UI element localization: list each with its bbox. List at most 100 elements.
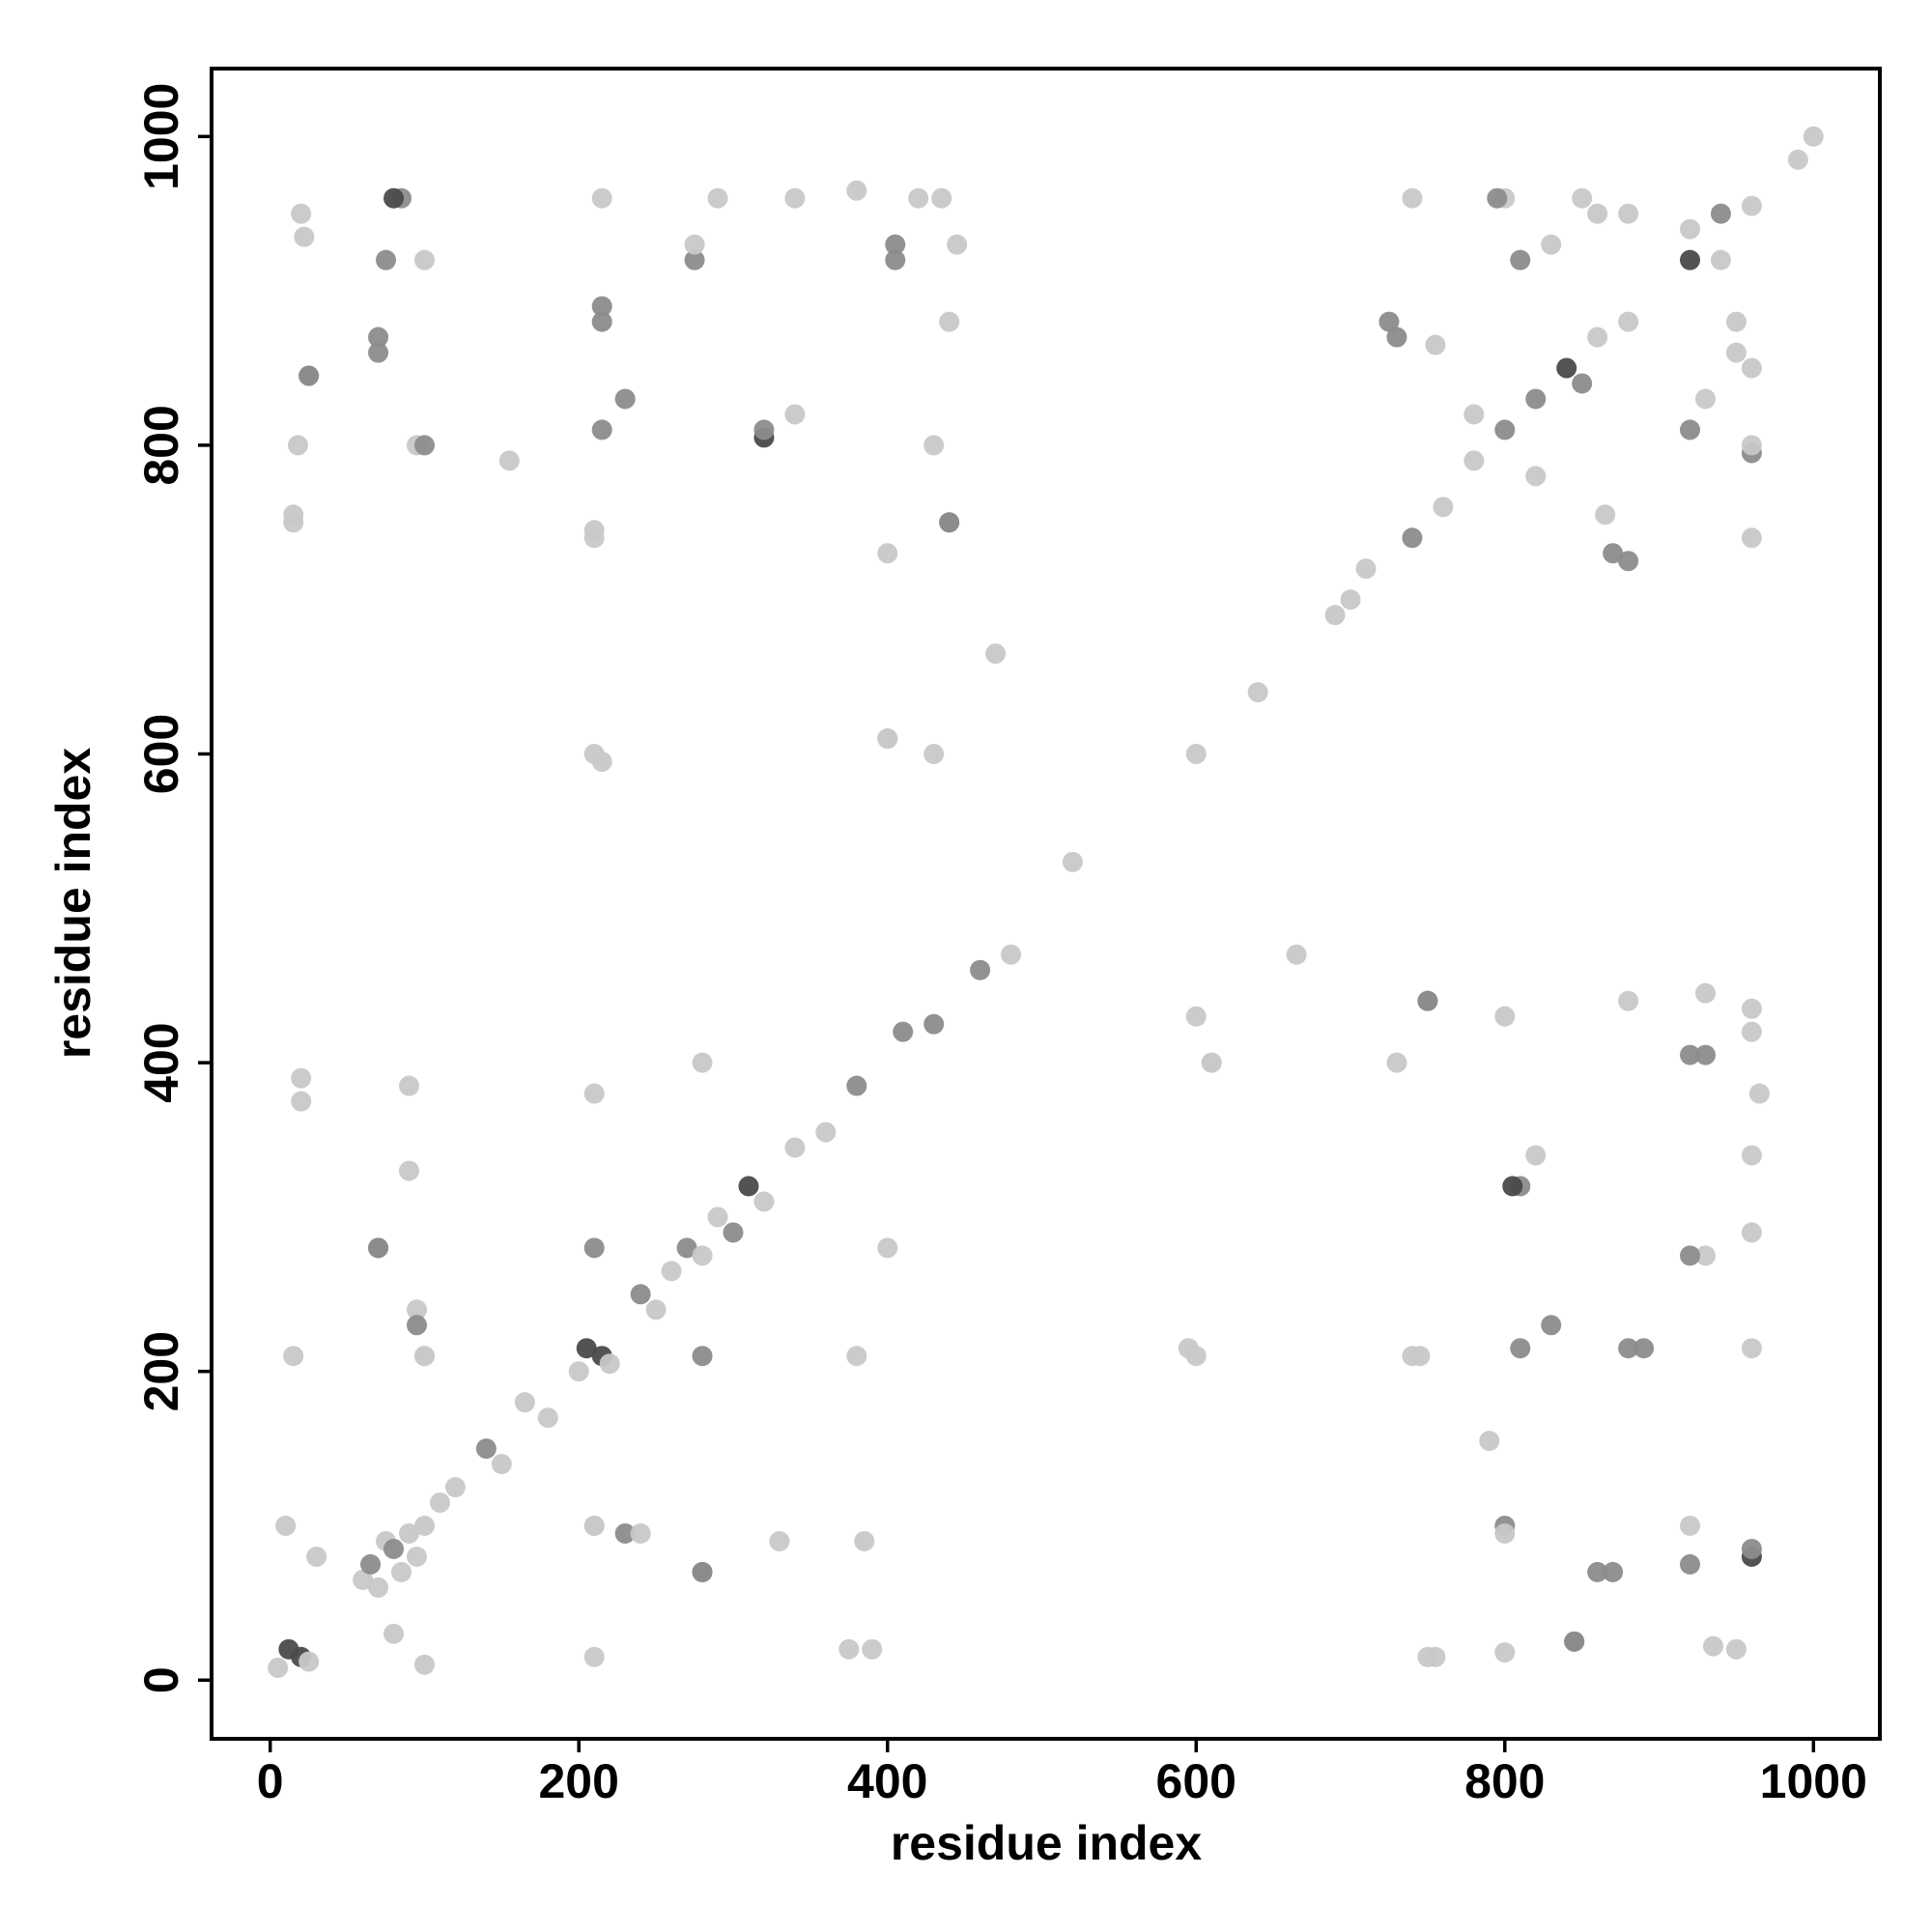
point	[1694, 1245, 1716, 1266]
point	[1679, 218, 1700, 240]
point	[429, 1492, 450, 1514]
point	[753, 1191, 775, 1212]
point	[537, 1407, 558, 1429]
point	[1725, 342, 1747, 363]
point	[1679, 1515, 1700, 1536]
point	[877, 1237, 898, 1259]
point	[684, 249, 705, 270]
point	[1564, 1631, 1585, 1652]
point	[738, 1176, 759, 1197]
point	[1587, 1561, 1608, 1582]
point	[1378, 311, 1400, 332]
point	[1741, 1145, 1762, 1166]
point	[1062, 851, 1083, 872]
point	[291, 203, 312, 224]
point	[854, 1530, 875, 1551]
x-tick-label: 1000	[1760, 1754, 1867, 1808]
y-tick-label: 1000	[134, 83, 188, 190]
point	[1618, 1338, 1639, 1359]
point	[1741, 1222, 1762, 1243]
point	[1787, 149, 1808, 170]
point	[406, 1315, 427, 1336]
point	[475, 1438, 497, 1460]
point	[1572, 373, 1593, 394]
point	[1694, 388, 1716, 410]
point	[1679, 249, 1700, 270]
point	[692, 1052, 713, 1073]
point	[583, 527, 605, 549]
point	[931, 187, 952, 209]
point	[815, 1122, 837, 1143]
point	[599, 1353, 620, 1375]
point	[384, 1538, 405, 1559]
point	[275, 1515, 297, 1536]
point	[413, 249, 435, 270]
point	[784, 187, 806, 209]
point	[877, 543, 898, 564]
point	[384, 1623, 405, 1644]
point	[306, 1546, 327, 1567]
point	[413, 1515, 435, 1536]
point	[684, 234, 705, 255]
point	[846, 180, 867, 201]
point	[298, 1651, 320, 1672]
point	[947, 234, 968, 255]
point	[939, 311, 960, 332]
point	[398, 1160, 419, 1181]
point	[353, 1569, 374, 1590]
point	[1748, 1083, 1770, 1104]
point	[576, 1338, 597, 1359]
point	[291, 1067, 312, 1089]
point	[1587, 203, 1608, 224]
y-tick-label: 0	[134, 1666, 188, 1693]
point	[413, 1654, 435, 1675]
point	[291, 1091, 312, 1112]
point	[498, 450, 520, 471]
point	[692, 1346, 713, 1367]
point	[1324, 605, 1346, 626]
point	[283, 1346, 304, 1367]
point	[1201, 1052, 1222, 1073]
point	[1618, 311, 1639, 332]
point	[1694, 1044, 1716, 1065]
point	[1386, 1052, 1407, 1073]
y-tick-label: 800	[134, 405, 188, 485]
point	[591, 187, 612, 209]
point	[692, 1245, 713, 1266]
point	[970, 959, 991, 980]
point	[1510, 1338, 1531, 1359]
point	[360, 1553, 382, 1575]
point	[1494, 1006, 1516, 1027]
point	[1417, 990, 1438, 1011]
point	[1479, 1431, 1500, 1452]
point	[583, 1515, 605, 1536]
point	[893, 1021, 914, 1042]
point	[753, 419, 775, 440]
point	[1556, 357, 1577, 379]
point	[784, 404, 806, 425]
point	[1741, 435, 1762, 456]
point	[1286, 944, 1307, 965]
point	[1725, 311, 1747, 332]
point	[1679, 1245, 1700, 1266]
point	[413, 435, 435, 456]
point	[391, 1561, 412, 1582]
point	[1618, 990, 1639, 1011]
point	[406, 1546, 427, 1567]
point	[1433, 497, 1454, 518]
point	[1710, 203, 1731, 224]
point	[1741, 1338, 1762, 1359]
point	[1402, 187, 1423, 209]
point	[413, 1346, 435, 1367]
point	[1741, 1538, 1762, 1559]
point	[1340, 589, 1361, 611]
point	[1618, 203, 1639, 224]
point	[368, 327, 389, 348]
point	[1001, 944, 1022, 965]
point	[583, 743, 605, 764]
y-tick-label: 400	[134, 1022, 188, 1102]
point	[784, 1137, 806, 1158]
